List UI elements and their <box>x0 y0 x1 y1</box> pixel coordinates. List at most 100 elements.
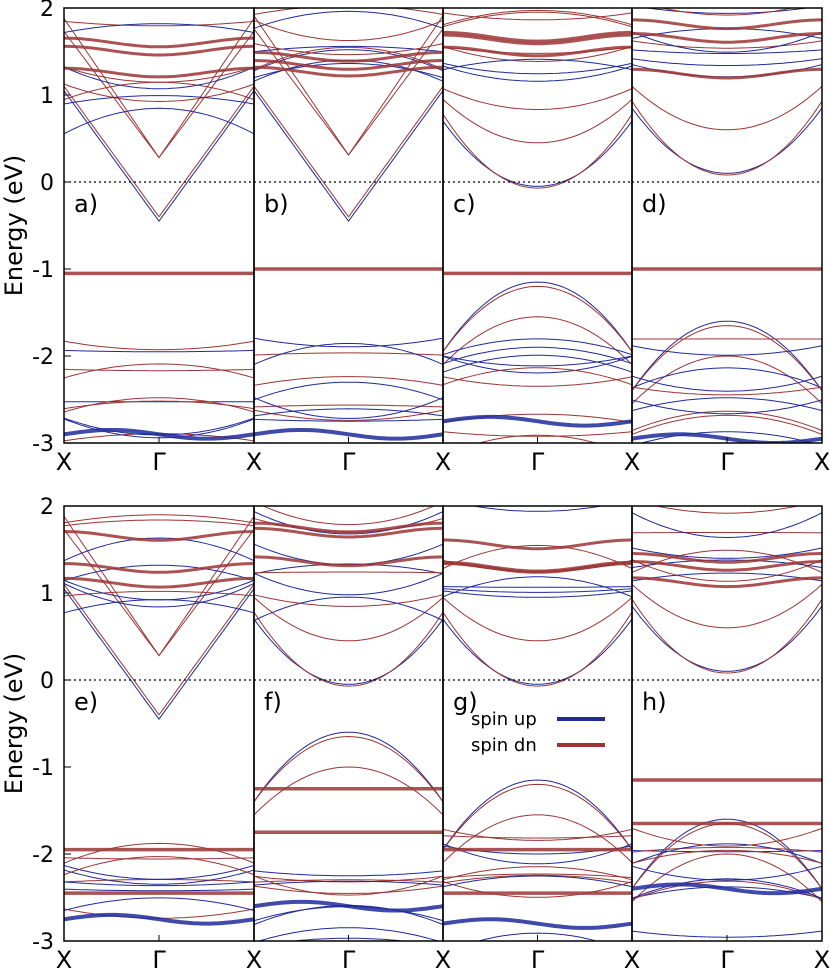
spin-up-band <box>64 600 254 613</box>
spin-dn-band <box>64 578 254 587</box>
spin-up-band <box>254 573 443 595</box>
spin-dn-band <box>632 326 822 391</box>
spin-up-band <box>632 368 822 388</box>
spin-up-band <box>254 382 443 400</box>
spin-dn-band <box>632 69 822 78</box>
spin-up-band <box>254 619 443 684</box>
spin-dn-band <box>64 82 254 99</box>
k-point-label: Γ <box>720 946 734 972</box>
y-tick-label: -1 <box>32 756 54 781</box>
spin-up-band <box>64 882 254 886</box>
spin-dn-band <box>632 850 822 863</box>
k-point-label: X <box>624 448 640 476</box>
spin-dn-band <box>632 20 822 29</box>
spin-up-band <box>632 59 822 66</box>
k-point-label: X <box>56 946 72 972</box>
spin-up-band <box>443 591 632 597</box>
band-lines <box>632 0 822 446</box>
spin-dn-band <box>64 84 254 102</box>
spin-dn-band <box>254 377 443 386</box>
spin-up-band <box>443 587 632 588</box>
spin-dn-band <box>632 2 822 8</box>
spin-dn-band <box>443 836 632 838</box>
spin-dn-band <box>64 38 254 47</box>
spin-dn-band <box>64 530 254 656</box>
spin-up-band <box>443 919 632 928</box>
y-tick-label: 0 <box>40 669 54 694</box>
spin-up-band <box>443 59 632 69</box>
spin-dn-band <box>254 612 443 686</box>
spin-dn-band <box>443 882 632 898</box>
spin-up-band <box>443 499 632 502</box>
spin-dn-band <box>443 13 632 20</box>
k-point-label: X <box>814 946 830 972</box>
spin-dn-band <box>443 612 632 686</box>
panel-h: h) Γ X <box>632 486 830 972</box>
spin-dn-band <box>64 68 254 77</box>
y-tick-label: -2 <box>32 843 54 868</box>
spin-dn-band <box>254 405 443 407</box>
k-point-label: X <box>246 946 262 972</box>
spin-up-band <box>443 480 632 499</box>
k-point-label: Γ <box>720 448 734 476</box>
spin-up-band <box>632 6 822 14</box>
spin-up-band <box>64 889 254 891</box>
spin-dn-band <box>632 854 822 902</box>
spin-dn-band <box>254 597 443 641</box>
spin-up-band <box>632 108 822 173</box>
k-point-label: Γ <box>342 946 356 972</box>
panel-label: h) <box>642 688 667 716</box>
spin-up-band <box>254 871 443 876</box>
k-point-label: Γ <box>152 946 166 972</box>
spin-dn-band <box>632 599 822 673</box>
spin-dn-band <box>254 502 443 525</box>
spin-dn-band <box>443 99 632 143</box>
spin-dn-band <box>254 595 443 607</box>
spin-dn-band <box>443 867 632 880</box>
spin-up-band <box>254 544 443 565</box>
k-point-label: X <box>624 946 640 972</box>
spin-dn-band <box>443 368 632 385</box>
spin-up-band <box>443 876 632 887</box>
band-lines <box>254 502 443 947</box>
y-tick-label: -3 <box>32 432 54 457</box>
k-point-label: Γ <box>531 946 545 972</box>
spin-dn-band <box>632 486 822 502</box>
y-tick-label: 2 <box>40 495 54 520</box>
y-tick-label: 1 <box>40 84 54 109</box>
spin-dn-band <box>632 101 822 175</box>
panel-label: f) <box>264 688 282 716</box>
spin-dn-band <box>443 286 632 351</box>
spin-dn-band <box>443 317 632 365</box>
spin-dn-band <box>254 737 443 802</box>
spin-up-band <box>632 606 822 671</box>
spin-up-band <box>64 350 254 351</box>
k-point-label: Γ <box>342 448 356 476</box>
spin-dn-band <box>443 377 632 387</box>
k-point-label: Γ <box>152 448 166 476</box>
spin-up-band <box>64 24 254 33</box>
spin-dn-band <box>64 520 254 526</box>
spin-dn-band <box>254 557 443 566</box>
spin-up-band <box>632 513 822 538</box>
spin-dn-band <box>443 784 632 849</box>
spin-up-band <box>64 915 254 924</box>
panel-label: d) <box>642 190 667 218</box>
spin-dn-band <box>64 341 254 350</box>
spin-up-band <box>64 96 254 104</box>
spin-dn-band <box>64 497 254 502</box>
y-tick-label: -3 <box>32 930 54 955</box>
legend-up-label: spin up <box>471 709 537 730</box>
spin-dn-band <box>64 843 254 863</box>
spin-dn-band <box>254 6 443 15</box>
k-point-label: X <box>56 448 72 476</box>
spin-dn-band <box>443 114 632 188</box>
spin-dn-band <box>443 597 632 641</box>
y-tick-label: 2 <box>40 0 54 22</box>
